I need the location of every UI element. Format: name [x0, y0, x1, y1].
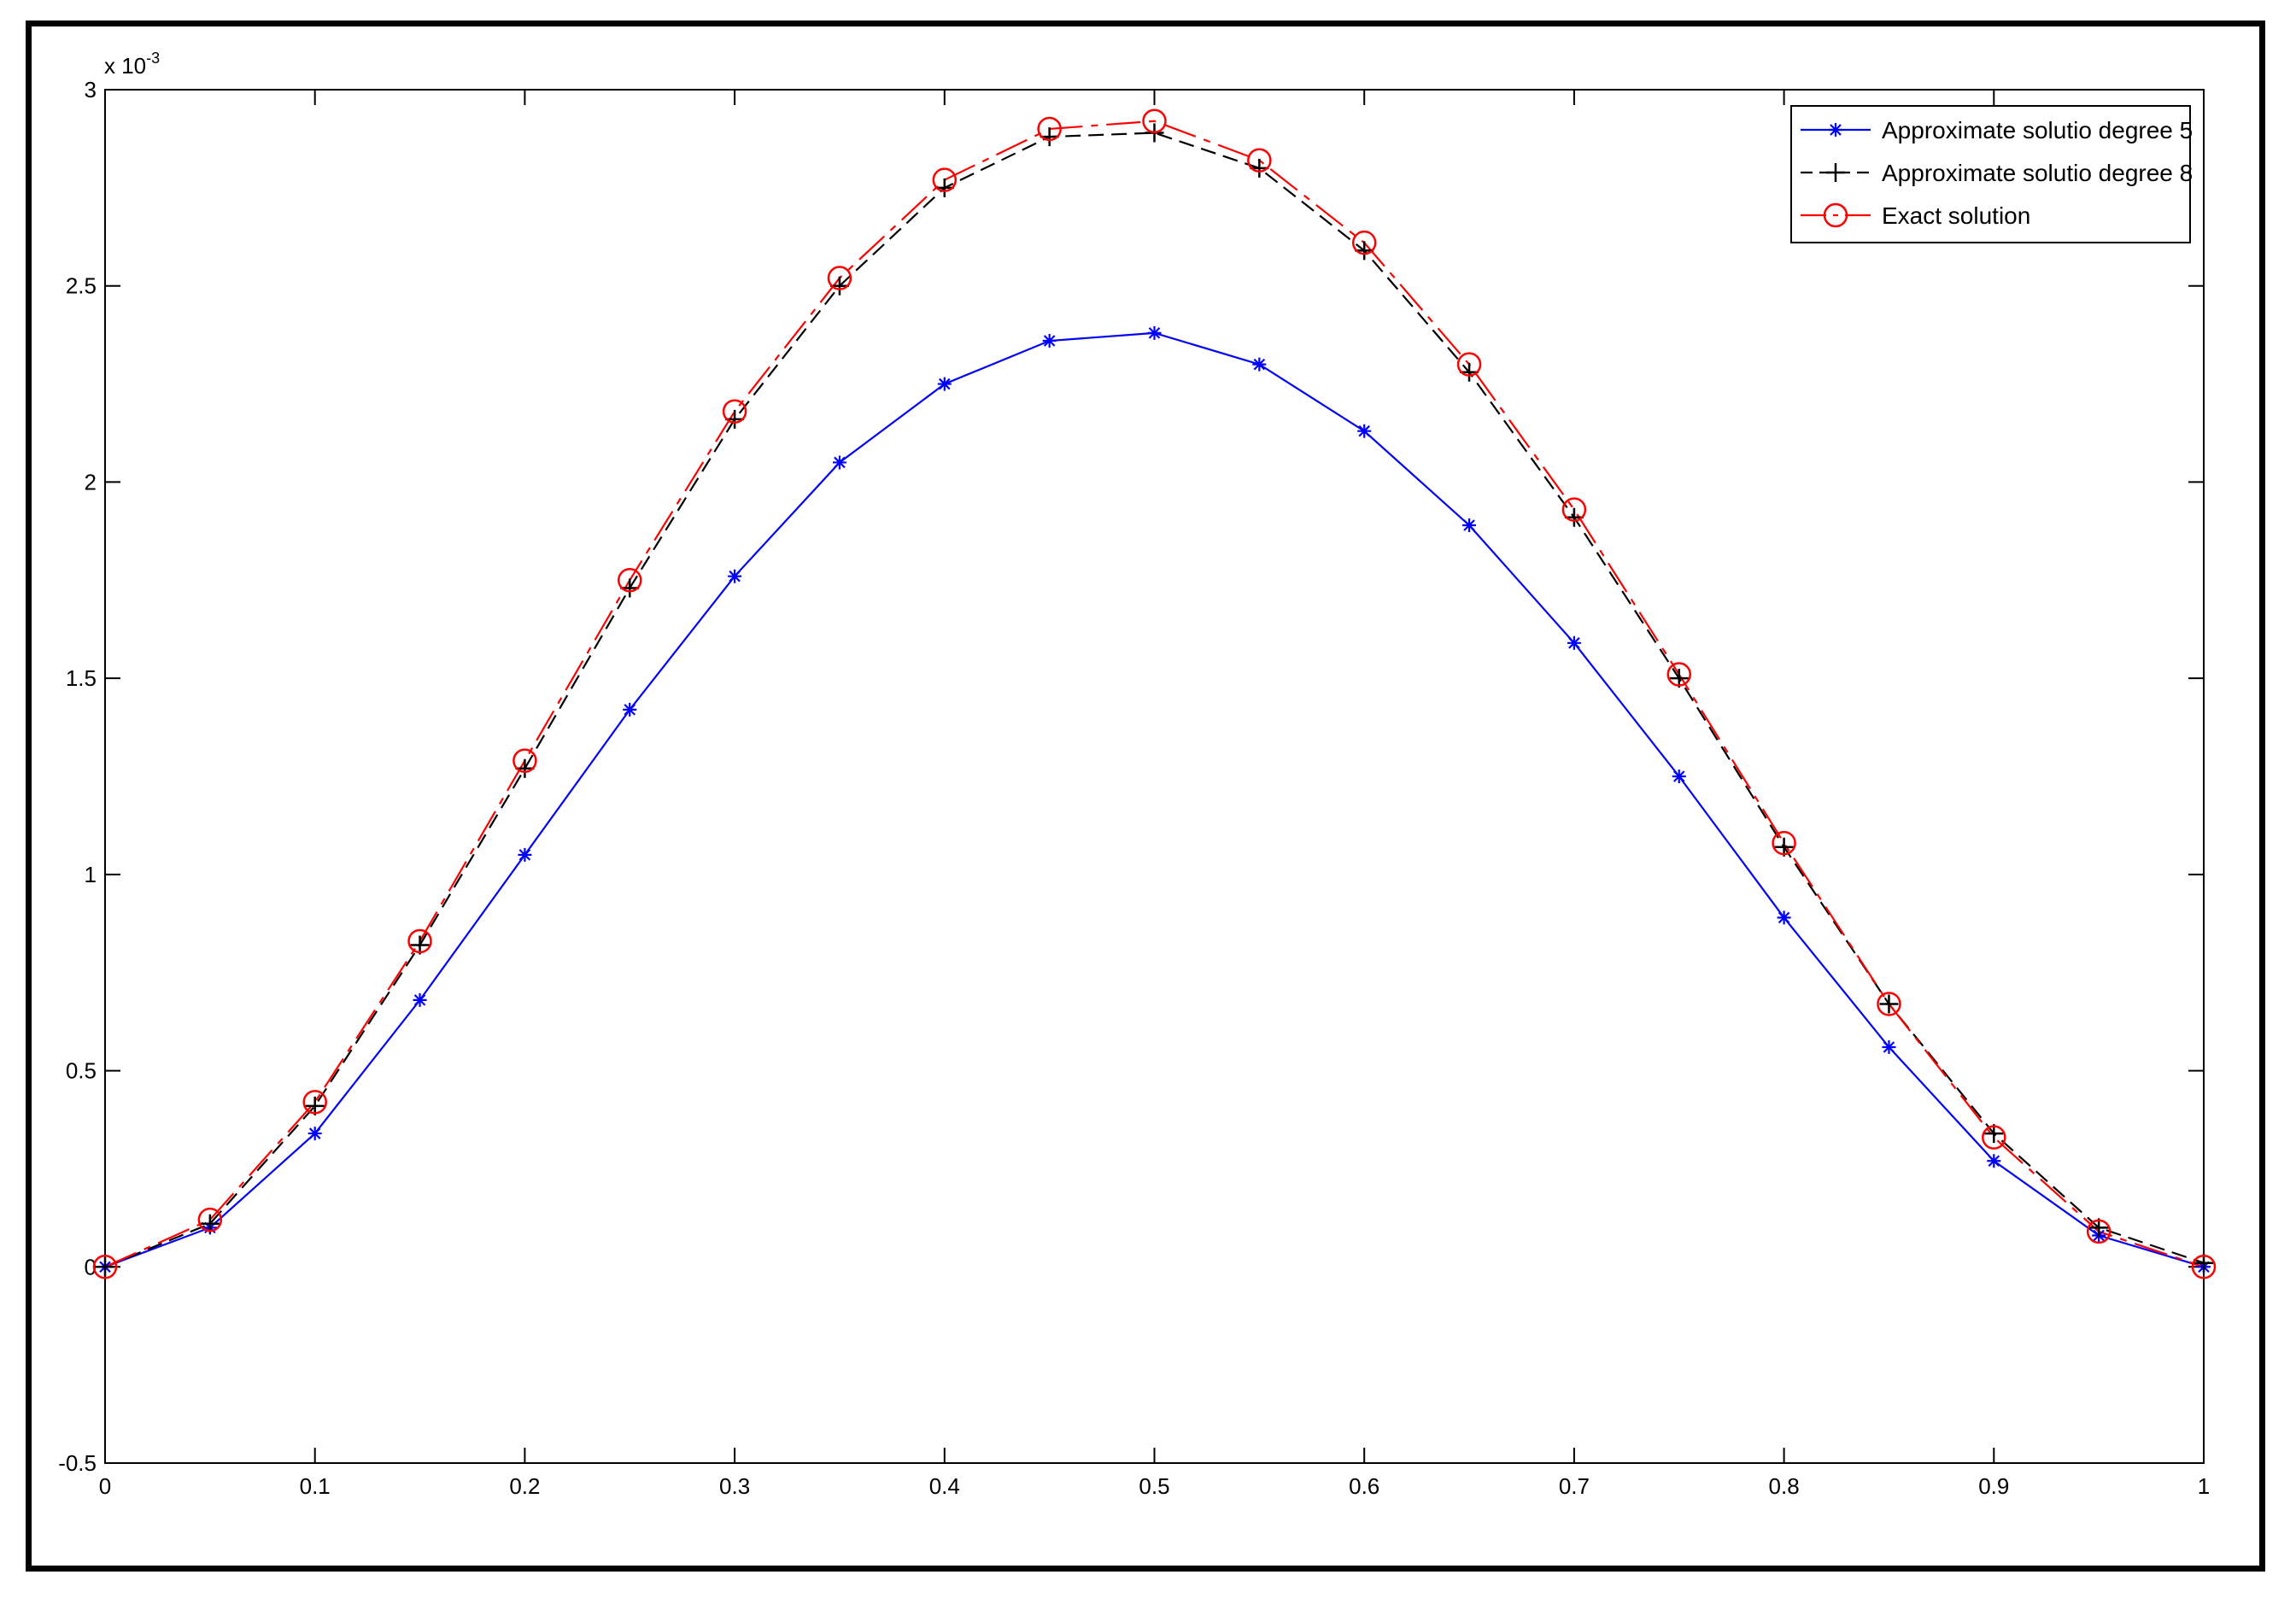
x-tick-label: 0.1 [300, 1473, 331, 1499]
series-1-point [832, 455, 846, 470]
x-tick-label: 0.3 [719, 1473, 750, 1499]
x-tick-label: 0.8 [1769, 1473, 1800, 1499]
series-3-point [1037, 116, 1062, 142]
series-3-point [1456, 352, 1482, 377]
series-2-point [620, 578, 640, 598]
series-1-point [1567, 635, 1581, 650]
legend-box [1790, 105, 2191, 243]
x-tick-label: 0 [99, 1473, 111, 1499]
series-3-point [2086, 1219, 2112, 1244]
series-3-point [618, 568, 642, 593]
series-2-point [934, 178, 954, 197]
series-1-point [413, 992, 427, 1007]
series-1-point [1042, 334, 1057, 348]
x-tick-label: 0.4 [929, 1473, 960, 1499]
series-3-point [1772, 830, 1796, 856]
series-3-point [932, 167, 958, 192]
series-1-point [1987, 1154, 2001, 1168]
series-2-point [1564, 507, 1584, 527]
series-2-point [1460, 362, 1479, 382]
series-1-point [1462, 518, 1477, 532]
y-tick-label: -0.5 [58, 1450, 97, 1476]
legend-label-1: Approximate solutio degree 5 [1882, 117, 2193, 143]
series-3-point [512, 748, 537, 773]
series-2-point [1355, 241, 1374, 261]
x-tick-label: 1 [2198, 1473, 2210, 1499]
markers-layer [92, 108, 2217, 1279]
legend-items: Approximate solutio degree 5 Approximate … [1801, 117, 2193, 229]
series-2-point [1250, 158, 1269, 178]
series-1-point [937, 377, 952, 391]
series-1-point [1357, 424, 1372, 438]
series-line-3 [104, 120, 2205, 1268]
series-1-point [623, 702, 637, 717]
series-3-point [827, 266, 852, 290]
series-3-point [1142, 108, 1167, 134]
y-tick-label: 2 [85, 469, 97, 495]
y-exponent-label: x 10-3 [104, 50, 160, 79]
y-tick-label: 3 [85, 77, 97, 102]
series-1-point [728, 569, 742, 583]
x-tick-label: 0.9 [1978, 1473, 2009, 1499]
plot-area [104, 89, 2205, 1464]
series-2-point [1879, 994, 1899, 1014]
legend-marker-1 [1829, 123, 1842, 137]
series-2-point [515, 758, 535, 778]
series-2-point [96, 1257, 114, 1277]
series-1-point [1882, 1040, 1896, 1055]
series-3-point [722, 399, 747, 424]
series-1-point [1252, 357, 1267, 372]
series-1-point [1147, 325, 1162, 340]
series-3-point [1247, 148, 1272, 173]
x-tick-label: 0.6 [1349, 1473, 1379, 1499]
legend-marker-2 [1826, 163, 1845, 182]
axis-ticks: 0 0.1 0.2 0.3 0.4 0.5 0.6 0.7 0.8 0.9 1-0.500.511.… [58, 77, 2210, 1499]
series-3-point [1666, 662, 1691, 687]
legend-label-3: Exact solution [1882, 202, 2030, 229]
series-2-point [1040, 127, 1059, 147]
series-2-point [829, 276, 849, 296]
series-3-point [1351, 230, 1377, 255]
series-1-point [308, 1127, 322, 1141]
legend: Approximate solutio degree 5 Approximate … [1790, 105, 2193, 243]
x-tick-label: 0.7 [1559, 1473, 1590, 1499]
series-3-point [197, 1207, 223, 1232]
series-line-2 [104, 132, 2205, 1268]
series-2-point [725, 409, 745, 429]
series-3-point [407, 928, 432, 954]
x-tick-label: 0.2 [509, 1473, 540, 1499]
series-3-point [302, 1090, 327, 1115]
legend-label-2: Approximate solutio degree 8 [1882, 160, 2193, 186]
x-tick-label: 0.5 [1139, 1473, 1169, 1499]
series-1-point [518, 847, 532, 862]
series-3-point [92, 1255, 118, 1279]
y-tick-label: 0 [85, 1254, 97, 1279]
series-3-point [1561, 497, 1587, 522]
series-1-point [1777, 910, 1791, 925]
y-tick-label: 2.5 [66, 273, 97, 299]
legend-marker-3 [1823, 202, 1848, 228]
series-3-point [1982, 1125, 2006, 1150]
y-tick-label: 1.5 [66, 665, 97, 691]
y-tick-label: 1 [85, 862, 97, 887]
y-tick-label: 0.5 [66, 1058, 97, 1084]
series-3-point [2191, 1255, 2217, 1279]
series-1-point [1672, 770, 1686, 783]
series-3-point [1877, 992, 1901, 1016]
